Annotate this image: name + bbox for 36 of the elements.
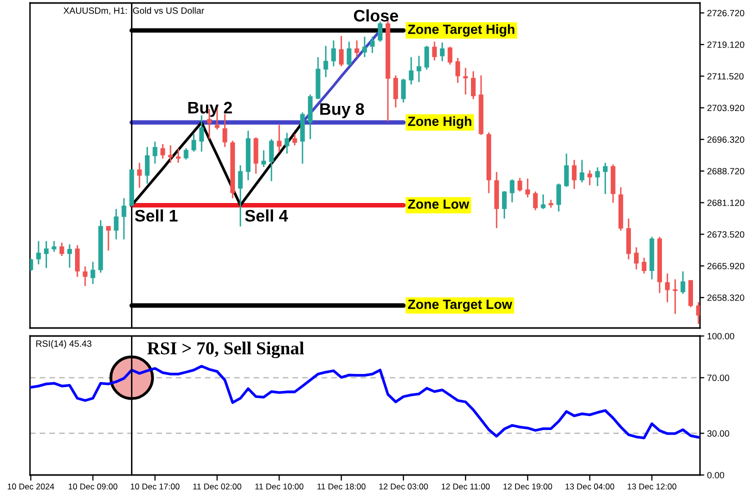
x-tick-label: 11 Dec 10:00 <box>255 484 304 490</box>
x-tick-label: 12 Dec 11:00 <box>442 484 490 490</box>
y-tick-label: 2726.720 <box>707 10 744 16</box>
y-tick-label: 2658.320 <box>707 294 744 301</box>
y-tick-label: 2681.120 <box>707 200 744 206</box>
x-tick-label: 10 Dec 2024 <box>8 484 54 490</box>
y-tick-label: 100.00 <box>708 332 734 340</box>
x-tick-label: 12 Dec 03:00 <box>379 484 428 490</box>
series-label: Zone Target High <box>408 24 514 37</box>
y-tick-label: 30.00 <box>707 430 730 437</box>
y-tick-label: 2673.520 <box>707 231 744 238</box>
annotation: Close <box>354 9 398 22</box>
y-tick-label: 2711.520 <box>707 73 744 80</box>
chart-title: RSI(14) 45.43 <box>36 340 92 349</box>
x-tick-label: 13 Dec 04:00 <box>566 484 614 490</box>
x-tick-label: 11 Dec 02:00 <box>193 484 242 490</box>
series-label: Zone High <box>408 116 472 129</box>
x-tick-label: 11 Dec 18:00 <box>317 484 366 490</box>
y-tick-label: 2696.320 <box>707 136 744 143</box>
annotation: Sell 4 <box>245 209 288 222</box>
x-tick-label: 13 Dec 12:00 <box>628 484 676 490</box>
series-label: Zone Target Low <box>408 300 512 312</box>
x-tick-label: 12 Dec 19:00 <box>504 484 552 490</box>
annotation: Buy 8 <box>320 103 364 118</box>
x-tick-label: 10 Dec 17:00 <box>130 484 180 490</box>
y-tick-label: 0.00 <box>707 472 724 478</box>
y-tick-label: 2665.920 <box>707 262 744 270</box>
y-tick-label: 70.00 <box>707 374 730 382</box>
series-label: Zone Low <box>408 200 470 209</box>
y-tick-label: 2703.920 <box>707 104 744 112</box>
chart-title: XAUUSDm, H1: Gold vs US Dollar <box>64 7 204 15</box>
y-tick-label: 2719.120 <box>707 41 744 48</box>
annotation: RSI > 70, Sell Signal <box>147 342 304 358</box>
annotation: Sell 1 <box>134 209 178 222</box>
y-tick-label: 2688.720 <box>707 168 744 174</box>
x-tick-label: 10 Dec 09:00 <box>68 484 118 490</box>
